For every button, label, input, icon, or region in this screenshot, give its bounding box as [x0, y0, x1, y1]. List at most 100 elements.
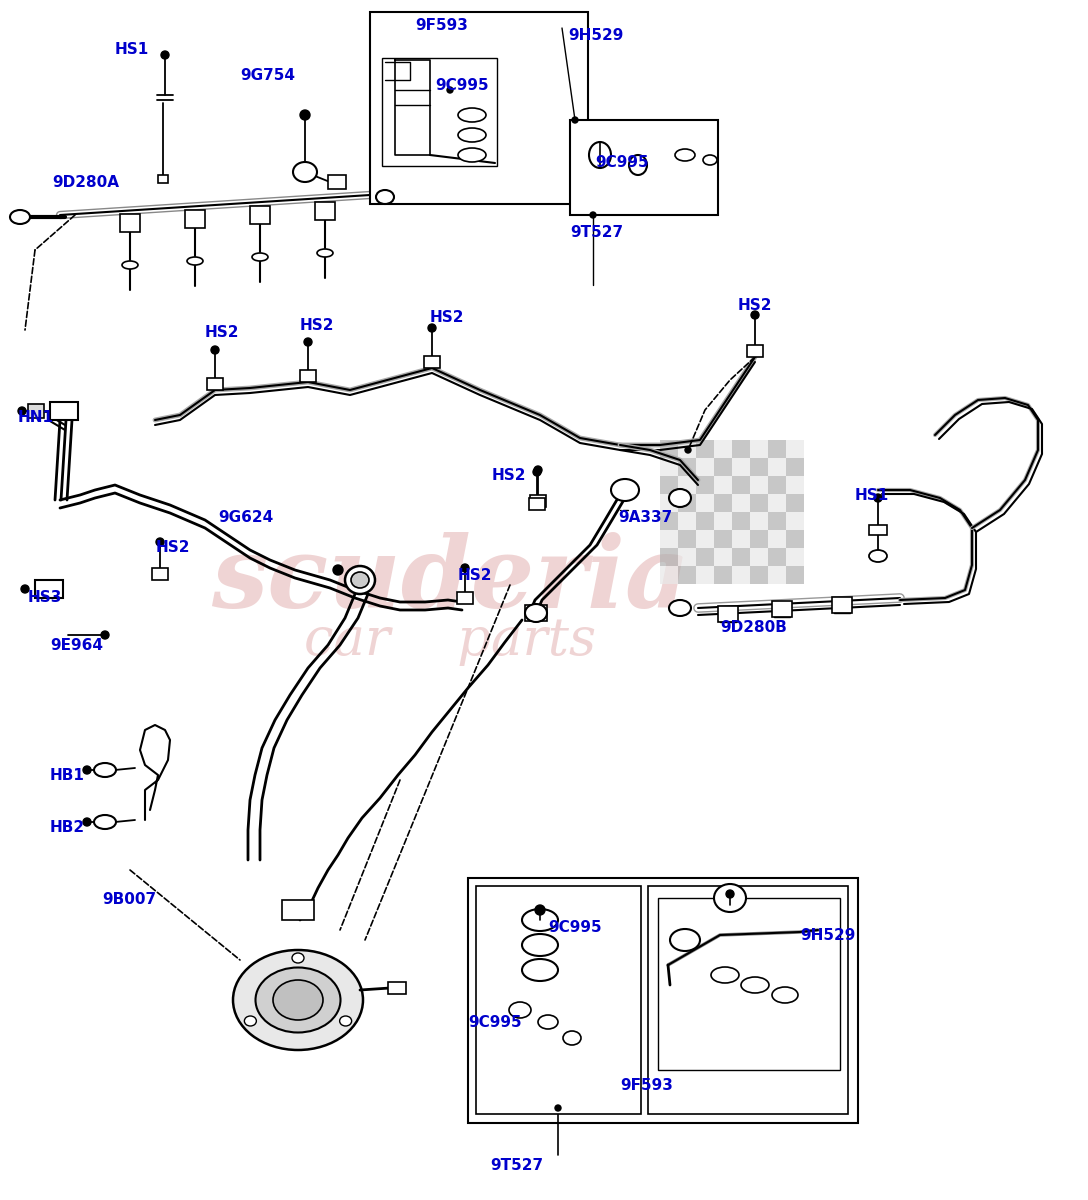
Text: 9T527: 9T527 [570, 226, 623, 240]
Bar [678, 566, 696, 584]
Ellipse shape [317, 248, 333, 257]
Bar [28, 404, 44, 418]
Ellipse shape [703, 155, 717, 164]
Circle shape [211, 346, 219, 354]
Circle shape [590, 212, 596, 218]
Bar [732, 458, 750, 476]
Bar [786, 566, 804, 584]
Bar [772, 601, 792, 617]
Circle shape [555, 1105, 561, 1111]
Bar [678, 458, 696, 476]
Bar [678, 548, 696, 566]
Circle shape [428, 324, 436, 332]
Bar [732, 476, 750, 494]
Bar [660, 458, 678, 476]
Bar [750, 548, 768, 566]
Ellipse shape [562, 1031, 581, 1045]
Bar [660, 440, 678, 458]
Bar [768, 458, 786, 476]
Bar [678, 530, 696, 548]
Text: 9D280A: 9D280A [52, 175, 119, 190]
Bar [696, 548, 714, 566]
Bar [158, 175, 168, 182]
Bar [768, 440, 786, 458]
Text: 9B007: 9B007 [102, 892, 156, 907]
Bar [768, 548, 786, 566]
Bar [786, 440, 804, 458]
Bar [660, 476, 678, 494]
Bar [732, 494, 750, 512]
Bar [832, 596, 852, 613]
Ellipse shape [339, 1016, 351, 1026]
Bar [382, 58, 497, 166]
Bar [660, 566, 678, 584]
Bar [250, 206, 270, 224]
Bar [714, 530, 732, 548]
Bar [714, 548, 732, 566]
Bar [786, 530, 804, 548]
Circle shape [572, 116, 578, 122]
Bar [786, 548, 804, 566]
Bar [660, 548, 678, 566]
Bar [678, 512, 696, 530]
Bar [658, 898, 840, 1070]
Bar [768, 530, 786, 548]
Text: HS2: HS2 [205, 325, 239, 340]
Bar [477, 886, 641, 1114]
Ellipse shape [522, 934, 558, 956]
Bar [570, 120, 718, 215]
Text: 9F593: 9F593 [415, 18, 468, 32]
Text: HS2: HS2 [430, 310, 465, 325]
Bar [696, 440, 714, 458]
Circle shape [447, 86, 453, 92]
Bar [732, 566, 750, 584]
Bar [732, 530, 750, 548]
Bar [660, 512, 678, 530]
Ellipse shape [252, 253, 268, 260]
Text: HB2: HB2 [50, 820, 85, 835]
Text: 9A337: 9A337 [618, 510, 672, 526]
Text: 9E964: 9E964 [50, 638, 103, 653]
Bar [768, 476, 786, 494]
Bar [750, 476, 768, 494]
Bar [768, 566, 786, 584]
Ellipse shape [292, 953, 304, 962]
Ellipse shape [710, 967, 739, 983]
Ellipse shape [293, 162, 317, 182]
Bar [678, 494, 696, 512]
Text: 9T527: 9T527 [490, 1158, 543, 1174]
Bar [388, 982, 406, 994]
Circle shape [101, 631, 109, 638]
Text: HN1: HN1 [18, 410, 54, 425]
Bar [660, 530, 678, 548]
Circle shape [300, 110, 310, 120]
Bar [732, 440, 750, 458]
Text: scuderia: scuderia [211, 532, 690, 629]
Ellipse shape [233, 950, 363, 1050]
Bar [424, 356, 440, 368]
Bar [732, 548, 750, 566]
Ellipse shape [537, 1015, 558, 1028]
Bar [468, 878, 858, 1123]
Circle shape [333, 565, 343, 575]
Text: 9F593: 9F593 [620, 1078, 672, 1093]
Ellipse shape [94, 763, 116, 778]
Ellipse shape [670, 929, 700, 950]
Text: HB1: HB1 [50, 768, 85, 782]
Text: 9H529: 9H529 [568, 28, 623, 43]
Circle shape [21, 584, 29, 593]
Circle shape [304, 338, 312, 346]
Bar [50, 402, 78, 420]
Bar [718, 606, 738, 622]
Text: 9C995: 9C995 [595, 155, 648, 170]
Bar [457, 592, 473, 604]
Bar [370, 12, 588, 204]
Ellipse shape [869, 550, 887, 562]
Ellipse shape [526, 604, 547, 622]
Ellipse shape [772, 986, 798, 1003]
Circle shape [18, 407, 26, 415]
Bar [120, 214, 140, 232]
Bar [750, 458, 768, 476]
Text: HS2: HS2 [738, 298, 772, 313]
Text: HS2: HS2 [492, 468, 527, 482]
